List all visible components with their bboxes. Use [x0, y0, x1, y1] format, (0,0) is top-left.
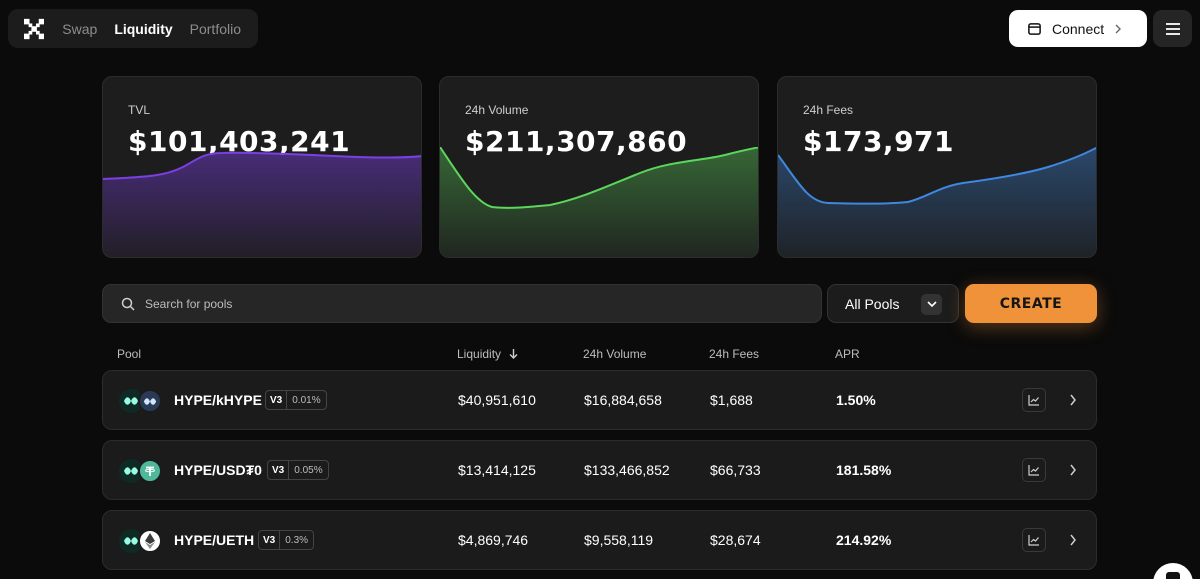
search-input[interactable] [145, 296, 745, 311]
tvl-sparkline [103, 151, 421, 257]
line-chart-icon [1028, 395, 1039, 406]
logo-icon[interactable] [24, 18, 45, 40]
pool-liquidity: $4,869,746 [458, 532, 529, 548]
pool-apr: 214.92% [836, 532, 892, 548]
header-pool: Pool [117, 347, 142, 361]
pool-pair-name: HYPE/UETH [174, 532, 255, 548]
khype-token-icon [138, 389, 162, 413]
pool-version: V3 [268, 461, 290, 479]
pool-fee-tier: 0.05% [294, 464, 323, 476]
fees-sparkline [778, 147, 1096, 257]
chevron-right-icon[interactable] [1069, 534, 1077, 546]
pool-volume: $16,884,658 [584, 392, 662, 408]
chevron-down-icon [921, 294, 942, 315]
line-chart-icon [1028, 535, 1039, 546]
pool-volume: $9,558,119 [584, 532, 654, 548]
stat-value: $173,971 [803, 125, 955, 158]
header-fees: 24h Fees [709, 347, 760, 361]
pool-fee-tier: 0.01% [292, 394, 321, 406]
chart-button[interactable] [1022, 388, 1046, 412]
pool-fees: $66,733 [710, 462, 761, 478]
connect-button[interactable]: Connect [1009, 10, 1147, 47]
table-row[interactable]: HYPE/USD₮0 V3 0.05% $13,414,125 $133,466… [102, 440, 1097, 500]
nav-link-portfolio[interactable]: Portfolio [189, 20, 241, 37]
line-chart-icon [1028, 465, 1039, 476]
chart-button[interactable] [1022, 528, 1046, 552]
stat-label: 24h Fees [803, 103, 854, 117]
pool-apr: 1.50% [836, 392, 876, 408]
stat-card-fees: 24h Fees $173,971 [777, 76, 1097, 258]
pool-apr: 181.58% [836, 462, 892, 478]
pool-filter-select[interactable]: All Pools [827, 284, 959, 323]
pool-liquidity: $40,951,610 [458, 392, 536, 408]
wallet-icon [1028, 23, 1041, 35]
pool-fees: $28,674 [710, 532, 761, 548]
header-apr: APR [835, 347, 860, 361]
chat-support-button[interactable] [1153, 563, 1193, 579]
pool-fee-tier: 0.3% [285, 534, 309, 546]
usdt0-token-icon [138, 459, 162, 483]
header-volume: 24h Volume [583, 347, 647, 361]
stat-value: $211,307,860 [465, 125, 688, 158]
stat-label: TVL [128, 103, 151, 117]
search-bar [102, 284, 822, 323]
table-row[interactable]: HYPE/UETH V3 0.3% $4,869,746 $9,558,119 … [102, 510, 1097, 570]
chevron-right-icon[interactable] [1069, 464, 1077, 476]
header-liquidity[interactable]: Liquidity [457, 347, 518, 361]
chevron-right-icon [1115, 24, 1122, 33]
pool-version: V3 [259, 531, 281, 549]
nav-link-swap[interactable]: Swap [62, 20, 98, 37]
sort-down-icon [509, 349, 518, 359]
menu-button[interactable] [1153, 10, 1192, 47]
menu-icon [1165, 22, 1180, 35]
pool-liquidity: $13,414,125 [458, 462, 536, 478]
pool-pair-name: HYPE/kHYPE [174, 392, 262, 408]
create-pool-button[interactable]: CREATE [965, 284, 1097, 323]
table-row[interactable]: HYPE/kHYPE V3 0.01% $40,951,610 $16,884,… [102, 370, 1097, 430]
ueth-token-icon [138, 529, 162, 553]
search-icon [121, 297, 135, 311]
pool-badge: V3 0.05% [267, 460, 329, 480]
chevron-right-icon[interactable] [1069, 394, 1077, 406]
pool-badge: V3 0.01% [265, 390, 327, 410]
stat-card-tvl: TVL $101,403,241 [102, 76, 422, 258]
pool-pair-name: HYPE/USD₮0 [174, 462, 262, 478]
pool-filter-value: All Pools [845, 295, 900, 312]
stat-card-volume: 24h Volume $211,307,860 [439, 76, 759, 258]
pool-fees: $1,688 [710, 392, 753, 408]
connect-label: Connect [1052, 20, 1105, 37]
volume-sparkline [440, 147, 758, 257]
main-nav: Swap Liquidity Portfolio [8, 9, 258, 48]
header-liquidity-label: Liquidity [457, 347, 502, 361]
pool-version: V3 [266, 391, 288, 409]
chart-button[interactable] [1022, 458, 1046, 482]
stat-label: 24h Volume [465, 103, 529, 117]
pool-badge: V3 0.3% [258, 530, 315, 550]
pool-volume: $133,466,852 [584, 462, 670, 478]
chat-icon [1166, 572, 1180, 579]
nav-link-liquidity[interactable]: Liquidity [114, 20, 173, 37]
